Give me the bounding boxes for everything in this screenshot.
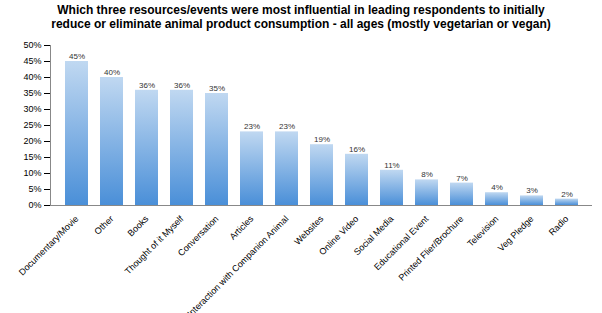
svg-text:Radio: Radio <box>547 214 571 238</box>
svg-text:35%: 35% <box>209 84 225 93</box>
svg-text:36%: 36% <box>139 81 155 90</box>
svg-text:Websites: Websites <box>292 213 325 246</box>
svg-text:19%: 19% <box>314 135 330 144</box>
svg-text:Interaction with Companion Ani: Interaction with Companion Animal <box>185 214 290 313</box>
svg-text:5%: 5% <box>28 184 41 194</box>
svg-text:4%: 4% <box>491 183 503 192</box>
svg-text:25%: 25% <box>23 120 41 130</box>
svg-text:45%: 45% <box>69 52 85 61</box>
svg-text:0%: 0% <box>28 200 41 210</box>
svg-text:Other: Other <box>92 214 115 237</box>
svg-text:8%: 8% <box>421 170 433 179</box>
svg-text:10%: 10% <box>23 168 41 178</box>
svg-text:7%: 7% <box>456 174 468 183</box>
svg-text:40%: 40% <box>104 68 120 77</box>
svg-text:36%: 36% <box>174 81 190 90</box>
svg-text:Television: Television <box>465 214 500 249</box>
svg-text:50%: 50% <box>23 40 41 50</box>
svg-text:45%: 45% <box>23 56 41 66</box>
svg-text:15%: 15% <box>23 152 41 162</box>
svg-text:16%: 16% <box>349 145 365 154</box>
html-text:Which three resources/events w: Which three resources/events were most i… <box>51 3 551 31</box>
svg-text:Social Media: Social Media <box>351 213 396 258</box>
svg-text:11%: 11% <box>384 161 399 170</box>
svg-text:Thought of it Myself: Thought of it Myself <box>123 213 186 276</box>
svg-text:Documentary/Movie: Documentary/Movie <box>17 214 81 278</box>
svg-text:Articles: Articles <box>228 213 256 241</box>
svg-text:2%: 2% <box>561 190 573 199</box>
svg-text:23%: 23% <box>244 122 260 131</box>
svg-text:3%: 3% <box>526 186 538 195</box>
svg-text:40%: 40% <box>23 72 41 82</box>
svg-text:20%: 20% <box>23 136 41 146</box>
svg-text:30%: 30% <box>23 104 41 114</box>
svg-text:Conversation: Conversation <box>176 214 221 259</box>
svg-text:Books: Books <box>126 213 151 238</box>
svg-text:Printed Flier/Brochure: Printed Flier/Brochure <box>396 214 465 283</box>
svg-text:Veg Pledge: Veg Pledge <box>496 214 536 254</box>
svg-text:Educational Event: Educational Event <box>372 213 431 273</box>
svg-text:23%: 23% <box>279 122 295 131</box>
svg-text:Online Video: Online Video <box>317 213 361 258</box>
svg-text:35%: 35% <box>23 88 41 98</box>
